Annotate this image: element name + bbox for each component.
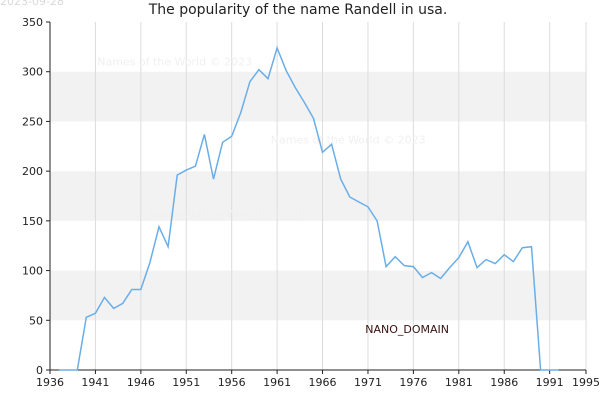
x-tick-label: 1961 — [263, 376, 291, 389]
series-line — [59, 45, 559, 371]
x-tick-label: 1971 — [354, 376, 382, 389]
y-tick-label: 150 — [22, 215, 43, 228]
axes — [49, 22, 586, 371]
chart-title: The popularity of the name Randell in us… — [148, 2, 448, 18]
watermarks: Names of the World © 2023 Names of the Wo… — [97, 56, 425, 221]
x-tick-label: 1956 — [218, 376, 246, 389]
background-band — [50, 22, 586, 72]
y-axis-ticks: 0 50 100 150 200 250 300 350 — [22, 16, 50, 377]
y-tick-label: 50 — [29, 314, 43, 327]
background-band — [50, 121, 586, 172]
x-tick-label: 1951 — [172, 376, 200, 389]
y-tick-label: 300 — [22, 66, 43, 79]
y-tick-label: 250 — [22, 115, 43, 128]
watermark-text: Names of the World © 2023 — [97, 56, 252, 69]
x-tick-label: 1946 — [127, 376, 155, 389]
x-tick-label: 1966 — [309, 376, 337, 389]
background-band — [50, 270, 586, 321]
x-axis-ticks: 1936 1941 1946 1951 1956 1961 1966 1971 1976 1981… — [36, 370, 600, 389]
date-stamp: 2023-09-28 — [0, 0, 64, 8]
x-tick-label: 1981 — [445, 376, 473, 389]
x-tick-label: 1941 — [81, 376, 109, 389]
y-tick-label: 100 — [22, 265, 43, 278]
background-band — [50, 320, 586, 370]
y-tick-label: 350 — [22, 16, 43, 29]
x-tick-label: 1986 — [490, 376, 518, 389]
watermark-text: Names of the World © 2023 — [271, 133, 426, 146]
background-band — [50, 171, 586, 221]
x-tick-label: 1995 — [572, 376, 600, 389]
background-band — [50, 220, 586, 271]
x-tick-label: 1991 — [536, 376, 564, 389]
background-band — [50, 71, 586, 122]
y-tick-label: 0 — [36, 364, 43, 377]
x-tick-label: 1976 — [399, 376, 427, 389]
x-tick-label: 1936 — [36, 376, 64, 389]
background-bands — [50, 22, 586, 370]
y-tick-label: 200 — [22, 165, 43, 178]
watermark-text: Names of the World © 2023 — [149, 208, 304, 221]
annotation-label: NANO_DOMAIN — [365, 323, 449, 336]
vertical-gridlines — [49, 22, 587, 370]
